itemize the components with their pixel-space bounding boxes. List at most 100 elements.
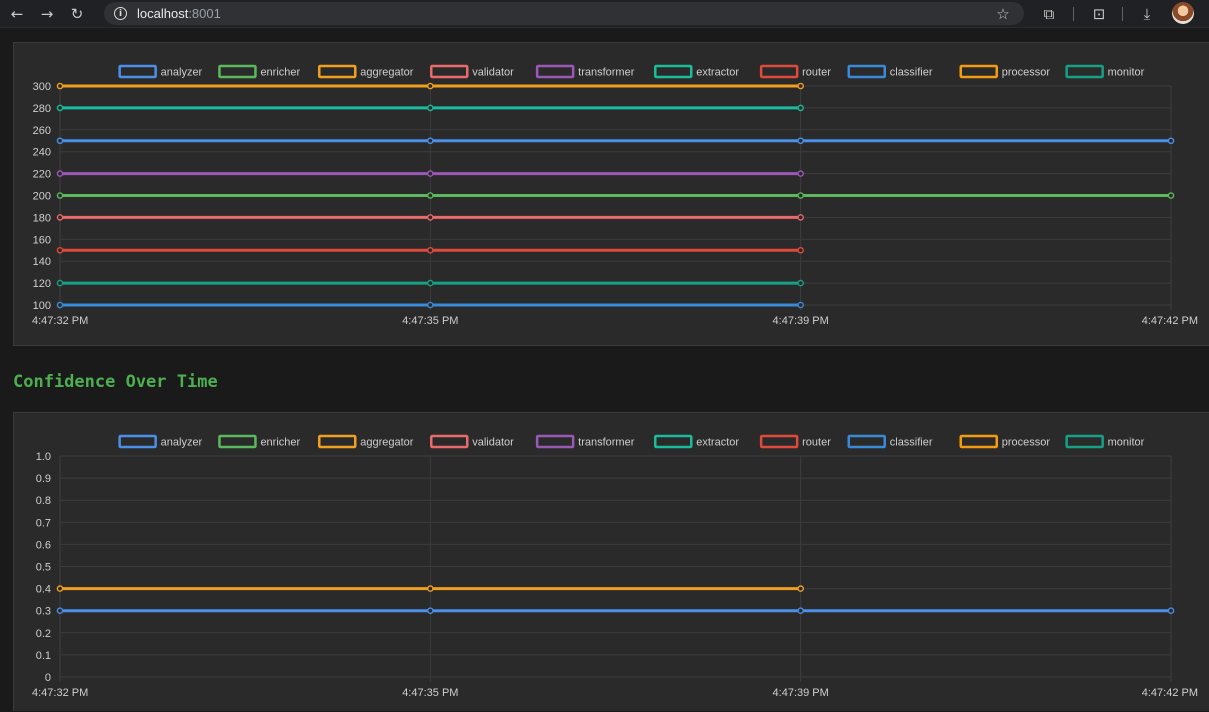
data-point-monitor: [797, 279, 804, 287]
forward-icon[interactable]: →: [40, 5, 54, 23]
data-point-router: [427, 246, 434, 254]
url-port: :8001: [188, 6, 221, 21]
y-tick-label: 260: [33, 125, 51, 137]
data-point-extractor: [56, 104, 64, 112]
legend-item-analyzer[interactable]: analyzer: [118, 64, 203, 79]
legend-item-extractor[interactable]: extractor: [654, 64, 739, 79]
legend-item-transformer[interactable]: transformer: [535, 64, 635, 79]
legend-item-validator[interactable]: validator: [430, 434, 514, 449]
data-point-validator: [427, 214, 434, 221]
data-point-aggregator: [797, 585, 804, 592]
legend-label: validator: [472, 437, 514, 449]
data-point-aggregator: [56, 82, 64, 90]
legend-swatch: [1065, 434, 1104, 449]
legend-item-validator[interactable]: validator: [430, 64, 514, 79]
legend-swatch: [318, 64, 357, 79]
data-point-aggregator: [427, 82, 434, 90]
legend-item-monitor[interactable]: monitor: [1065, 434, 1145, 449]
y-tick-label: 1.0: [36, 451, 51, 463]
legend-label: analyzer: [161, 437, 203, 449]
legend-swatch: [759, 64, 799, 79]
legend-item-extractor[interactable]: extractor: [654, 434, 739, 449]
legend-swatch: [1065, 64, 1104, 79]
data-point-aggregator: [427, 585, 434, 592]
data-point-analyzer: [427, 607, 434, 614]
data-point-enricher: [1167, 192, 1175, 199]
legend-label: monitor: [1108, 67, 1145, 79]
legend-item-classifier[interactable]: classifier: [847, 64, 933, 79]
data-point-transformer: [797, 170, 804, 177]
legend-label: enricher: [260, 437, 300, 449]
site-info-icon[interactable]: i: [114, 7, 127, 20]
section-title: Confidence Over Time: [13, 372, 218, 392]
y-tick-label: 0.6: [36, 539, 51, 551]
download-icon[interactable]: ⤓: [1143, 5, 1151, 23]
chart-panel-1: analyzer enricher aggregator validator trans…: [13, 42, 1209, 346]
y-tick-label: 300: [33, 81, 51, 93]
data-point-enricher: [56, 192, 64, 199]
data-point-aggregator: [797, 82, 804, 90]
data-point-validator: [56, 214, 64, 221]
data-point-transformer: [427, 170, 434, 177]
data-point-classifier: [56, 301, 64, 309]
x-tick-label: 4:47:35 PM: [402, 687, 458, 699]
legend-label: router: [802, 67, 831, 79]
legend-label: router: [802, 437, 831, 449]
profile-avatar[interactable]: [1172, 2, 1194, 24]
legend-swatch: [759, 434, 799, 449]
data-point-validator: [797, 214, 804, 221]
legend-item-transformer[interactable]: transformer: [535, 434, 635, 449]
legend-item-processor[interactable]: processor: [959, 64, 1051, 79]
y-tick-label: 220: [33, 169, 51, 181]
legend-item-classifier[interactable]: classifier: [847, 434, 933, 449]
data-point-transformer: [56, 170, 64, 177]
y-tick-label: 100: [33, 300, 51, 312]
address-bar[interactable]: i localhost:8001: [104, 2, 1024, 25]
legend-item-processor[interactable]: processor: [959, 434, 1051, 449]
legend-item-enricher[interactable]: enricher: [218, 434, 301, 449]
y-tick-label: 280: [33, 103, 51, 115]
y-tick-label: 0.8: [36, 495, 51, 507]
legend-swatch: [654, 64, 693, 79]
confidence-line-chart: analyzer enricher aggregator validator trans…: [32, 434, 1198, 699]
reload-icon[interactable]: ↻: [70, 5, 84, 23]
data-point-monitor: [56, 279, 64, 287]
legend-swatch: [318, 434, 357, 449]
legend-item-aggregator[interactable]: aggregator: [318, 64, 414, 79]
legend-swatch: [959, 64, 998, 79]
y-tick-label: 0.3: [36, 606, 51, 618]
legend-swatch: [959, 434, 998, 449]
legend-item-router[interactable]: router: [759, 64, 831, 79]
legend-item-analyzer[interactable]: analyzer: [118, 434, 203, 449]
data-point-enricher: [427, 192, 434, 199]
chart-panel-2: analyzer enricher aggregator validator trans…: [13, 412, 1209, 711]
y-tick-label: 0: [45, 672, 51, 684]
legend-label: validator: [472, 67, 514, 79]
data-point-analyzer: [56, 607, 64, 614]
data-point-aggregator: [56, 585, 64, 592]
extensions-icon[interactable]: ⧉: [1043, 5, 1055, 23]
data-point-extractor: [797, 104, 804, 112]
search-tabs-icon[interactable]: ⊡: [1092, 5, 1106, 23]
legend-swatch: [218, 434, 257, 449]
legend-label: processor: [1002, 67, 1051, 79]
legend-item-monitor[interactable]: monitor: [1065, 64, 1145, 79]
legend-item-aggregator[interactable]: aggregator: [318, 434, 414, 449]
legend-label: enricher: [260, 67, 300, 79]
x-tick-label: 4:47:42 PM: [1142, 687, 1198, 699]
back-icon[interactable]: ←: [10, 5, 24, 23]
bookmark-star-icon[interactable]: ☆: [996, 5, 1010, 23]
data-point-analyzer: [797, 137, 804, 145]
legend-item-enricher[interactable]: enricher: [218, 64, 301, 79]
browser-toolbar: ← → ↻ i localhost:8001 ☆ ⧉ ⊡ ⤓: [0, 0, 1209, 28]
y-tick-label: 0.7: [36, 517, 51, 529]
legend-swatch: [535, 434, 575, 449]
legend-label: transformer: [578, 67, 635, 79]
y-tick-label: 240: [33, 147, 51, 159]
legend-item-router[interactable]: router: [759, 434, 831, 449]
y-tick-label: 0.4: [36, 584, 51, 596]
legend-label: monitor: [1108, 437, 1145, 449]
legend-label: classifier: [890, 67, 933, 79]
data-point-enricher: [797, 192, 804, 199]
toolbar-divider: [1073, 7, 1074, 21]
